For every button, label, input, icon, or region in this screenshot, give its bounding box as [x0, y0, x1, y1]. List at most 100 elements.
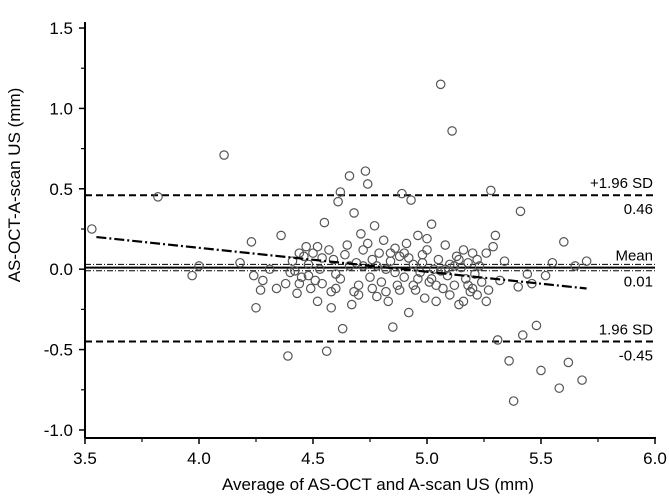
data-point [435, 265, 446, 276]
data-point [570, 261, 580, 271]
data-point [458, 296, 469, 307]
data-point [408, 259, 419, 270]
data-point [429, 264, 439, 274]
data-point [385, 248, 396, 258]
data-point [472, 254, 482, 265]
data-point [299, 251, 309, 262]
data-point [312, 296, 323, 307]
y-tick-label: 1.5 [49, 19, 73, 38]
data-point [326, 302, 337, 313]
data-point [235, 257, 245, 268]
y-axis-title: AS-OCT-A-scan US (mm) [5, 88, 24, 283]
data-point [527, 278, 537, 289]
data-point [536, 365, 546, 376]
data-point [324, 245, 334, 255]
data-point [376, 277, 387, 287]
data-point [333, 196, 343, 207]
data-point [451, 251, 462, 262]
data-point [294, 278, 305, 289]
data-point [264, 264, 275, 274]
data-point [481, 296, 492, 307]
data-point [381, 264, 391, 274]
data-point [344, 171, 355, 181]
data-point [394, 285, 405, 295]
data-point [353, 290, 364, 300]
data-point [381, 286, 391, 297]
data-point [346, 299, 357, 310]
data-point [87, 224, 97, 234]
data-point [447, 126, 457, 136]
data-point [440, 240, 451, 250]
data-point [372, 291, 382, 302]
x-tick-label: 5.0 [415, 449, 439, 468]
data-point [486, 185, 496, 196]
data-point [410, 285, 421, 295]
data-point [444, 290, 455, 300]
data-point [317, 253, 327, 263]
data-point [403, 253, 414, 263]
data-point [417, 249, 428, 260]
data-point [360, 166, 371, 176]
x-tick-label: 3.5 [73, 449, 97, 468]
data-point [547, 257, 558, 268]
data-point [540, 270, 551, 281]
data-point [435, 79, 446, 90]
data-point [308, 248, 318, 258]
data-point [390, 267, 400, 278]
data-point [337, 323, 348, 334]
data-point [577, 375, 587, 385]
data-point [490, 230, 501, 241]
data-point [283, 351, 293, 361]
data-point [383, 296, 394, 307]
data-point [328, 254, 339, 265]
data-point [392, 280, 403, 291]
data-point [463, 257, 473, 268]
data-point [403, 307, 414, 318]
y-tick-label: -0.5 [44, 341, 73, 360]
data-point [417, 257, 428, 268]
reference-label-top-0: +1.96 SD [590, 175, 653, 192]
data-point [460, 274, 471, 284]
reference-label-top-1: Mean [615, 248, 653, 265]
data-point [413, 274, 423, 284]
data-point [554, 383, 565, 393]
x-tick-label: 5.5 [529, 449, 553, 468]
data-point [449, 280, 460, 291]
data-point [319, 217, 330, 228]
data-point [426, 219, 437, 229]
data-point [408, 280, 419, 291]
data-point [449, 261, 460, 271]
reference-label-value-2: -0.45 [619, 348, 653, 365]
data-point [390, 243, 400, 254]
data-point [194, 261, 204, 271]
data-point [153, 192, 163, 202]
data-point [378, 235, 389, 246]
data-point [280, 278, 291, 289]
y-tick-label: 1.0 [49, 99, 73, 118]
x-tick-label: 4.0 [187, 449, 211, 468]
data-point [303, 270, 314, 281]
data-point [358, 245, 368, 255]
data-point [442, 270, 453, 281]
x-tick-label: 6.0 [643, 449, 667, 468]
data-point [362, 179, 373, 189]
data-point [303, 259, 314, 270]
data-point [499, 256, 510, 266]
data-point [292, 288, 302, 299]
data-point [515, 206, 526, 217]
data-point [413, 230, 423, 241]
data-point [513, 282, 523, 292]
axes: 3.5 4.0 4.5 5.0 5.5 6.0 -1.0 -0.5 0.0 0.5 1.0 1.5 [44, 19, 667, 468]
data-point [522, 269, 533, 279]
x-axis-title: Average of AS-OCT and A-scan US (mm) [222, 475, 534, 494]
reference-label-value-0: 0.46 [624, 201, 653, 218]
data-point [488, 241, 498, 252]
data-point [246, 237, 257, 247]
data-point [422, 233, 432, 244]
data-point [476, 277, 487, 287]
reference-label-value-1: 0.01 [624, 274, 653, 291]
data-point [581, 256, 592, 266]
data-point [467, 248, 478, 258]
data-point [458, 245, 469, 255]
